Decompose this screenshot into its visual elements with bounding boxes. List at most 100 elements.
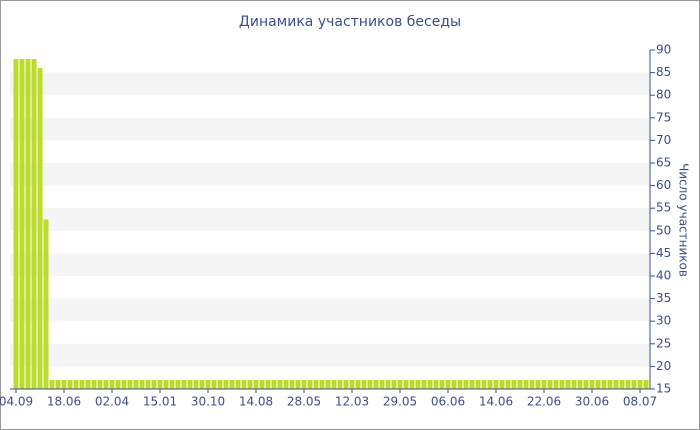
bar	[121, 379, 127, 389]
bar	[91, 379, 97, 389]
bar	[265, 379, 271, 389]
bar	[223, 379, 229, 389]
bar	[553, 379, 559, 389]
bar	[607, 379, 613, 389]
bar	[385, 379, 391, 389]
y-tick-label: 60	[656, 178, 671, 192]
chart-title: Динамика участников беседы	[239, 14, 461, 30]
bar	[427, 379, 433, 389]
grid-band	[10, 163, 650, 186]
bar	[169, 379, 175, 389]
y-tick-label: 85	[656, 65, 671, 79]
bar	[151, 379, 157, 389]
bar	[583, 379, 589, 389]
bar	[85, 379, 91, 389]
grid-band	[10, 343, 650, 367]
bar	[517, 379, 523, 389]
x-tick-label: 02.04	[95, 395, 129, 409]
bar	[181, 379, 187, 389]
bar	[415, 379, 421, 389]
y-tick-label: 90	[656, 43, 671, 57]
bar	[355, 379, 361, 389]
x-tick-label: 18.06	[47, 395, 81, 409]
bar	[529, 379, 535, 389]
bar	[97, 379, 103, 389]
bar	[319, 379, 325, 389]
x-tick-label: 04.09	[0, 395, 33, 409]
y-tick-label: 55	[656, 201, 671, 215]
bar	[451, 379, 457, 389]
bar	[541, 379, 547, 389]
x-tick-label: 30.10	[191, 395, 225, 409]
bar	[337, 379, 343, 389]
bar	[217, 379, 223, 389]
bar	[229, 379, 235, 389]
x-tick-label: 08.07	[623, 395, 657, 409]
grid-band	[10, 253, 650, 276]
bar	[595, 379, 601, 389]
y-tick-label: 25	[656, 336, 671, 350]
bar	[403, 379, 409, 389]
x-tick-label: 29.05	[383, 395, 417, 409]
bar	[247, 379, 253, 389]
bar	[103, 379, 109, 389]
bar	[271, 379, 277, 389]
grid-band	[10, 208, 650, 231]
bar	[313, 379, 319, 389]
bar	[49, 379, 55, 389]
bar	[79, 379, 85, 389]
bar	[61, 379, 67, 389]
bar	[361, 379, 367, 389]
bar	[367, 379, 373, 389]
x-tick-label: 30.06	[575, 395, 609, 409]
bar	[199, 379, 205, 389]
bar	[631, 379, 637, 389]
bar	[433, 379, 439, 389]
bar	[571, 379, 577, 389]
bar	[457, 379, 463, 389]
x-tick-label: 06.06	[431, 395, 465, 409]
bar	[409, 379, 415, 389]
bar	[565, 379, 571, 389]
bar	[133, 379, 139, 389]
x-tick-label: 22.06	[527, 395, 561, 409]
bar	[37, 68, 43, 389]
bar	[391, 379, 397, 389]
grid-band	[10, 298, 650, 322]
x-tick-label: 15.01	[143, 395, 177, 409]
bar	[13, 59, 19, 389]
bar	[253, 379, 259, 389]
y-tick-label: 20	[656, 359, 671, 373]
bar	[637, 379, 643, 389]
y-tick-label: 75	[656, 110, 671, 124]
bar	[241, 379, 247, 389]
bar	[577, 379, 583, 389]
bar	[625, 379, 631, 389]
bar	[331, 379, 337, 389]
bar	[397, 379, 403, 389]
bar	[109, 379, 115, 389]
bar	[187, 379, 193, 389]
y-tick-label: 65	[656, 156, 671, 170]
bar	[535, 379, 541, 389]
bar	[73, 379, 79, 389]
bar	[211, 379, 217, 389]
bar	[55, 379, 61, 389]
bar	[115, 379, 121, 389]
y-tick-label: 80	[656, 88, 671, 102]
bar	[511, 379, 517, 389]
y-tick-label: 45	[656, 246, 671, 260]
bar	[127, 379, 133, 389]
bar	[145, 379, 151, 389]
bar	[559, 379, 565, 389]
y-tick-label: 70	[656, 133, 671, 147]
bar	[31, 59, 37, 389]
bar	[67, 379, 73, 389]
y-tick-label: 35	[656, 291, 671, 305]
bar	[343, 379, 349, 389]
bar	[205, 379, 211, 389]
bar	[175, 379, 181, 389]
bar	[139, 379, 145, 389]
bar	[505, 379, 511, 389]
